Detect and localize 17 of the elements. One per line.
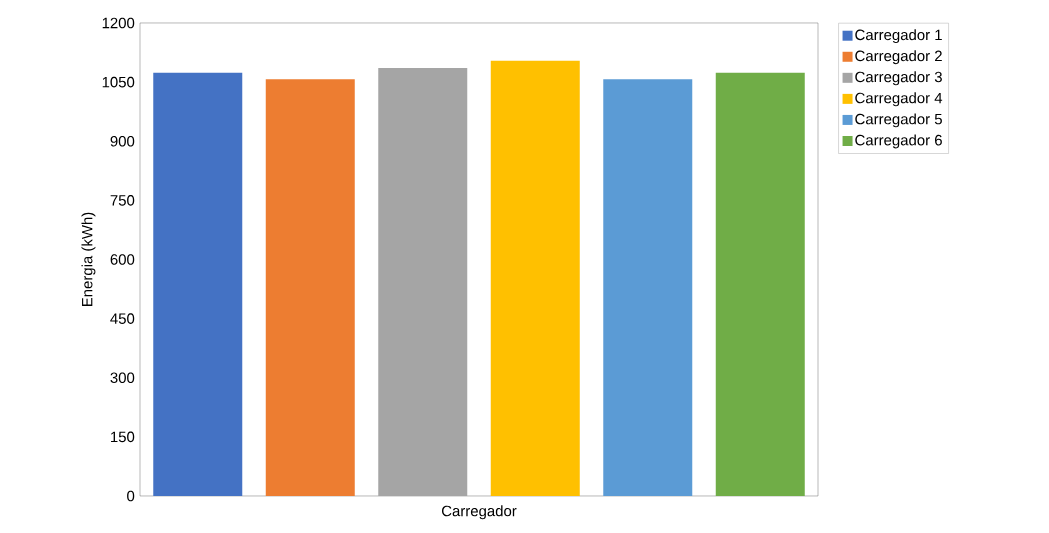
legend-label: Carregador 3 [855, 71, 942, 86]
y-tick-label: 1200 [102, 17, 135, 29]
y-tick-label: 600 [110, 254, 135, 265]
legend-label: Carregador 2 [855, 50, 942, 65]
y-tick-label: 150 [111, 431, 135, 443]
y-tick-label: 300 [110, 372, 135, 384]
legend-label: Carregador 4 [855, 92, 943, 107]
x-axis-title: Carregador [441, 505, 517, 520]
y-tick-label: 750 [110, 195, 135, 206]
y-tick-label: 0 [127, 490, 135, 502]
y-tick-label: 900 [110, 135, 135, 147]
y-tick-label: 1050 [102, 76, 135, 88]
y-tick-label: 450 [110, 313, 135, 324]
y-axis-title: Energia (kWh) [81, 212, 96, 307]
legend-label: Carregador 5 [855, 113, 942, 128]
legend-label: Carregador 6 [855, 134, 942, 149]
legend-label: Carregador 1 [855, 29, 942, 44]
